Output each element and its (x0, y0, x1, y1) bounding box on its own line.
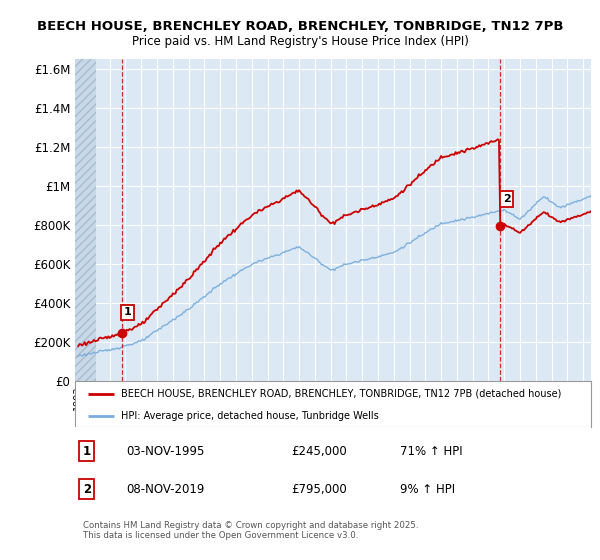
Text: 1: 1 (83, 445, 91, 458)
Text: £245,000: £245,000 (292, 445, 347, 458)
Text: 2: 2 (503, 194, 511, 204)
Text: Contains HM Land Registry data © Crown copyright and database right 2025.
This d: Contains HM Land Registry data © Crown c… (83, 521, 418, 540)
Text: BEECH HOUSE, BRENCHLEY ROAD, BRENCHLEY, TONBRIDGE, TN12 7PB: BEECH HOUSE, BRENCHLEY ROAD, BRENCHLEY, … (37, 20, 563, 32)
Text: 2: 2 (83, 483, 91, 496)
Text: 71% ↑ HPI: 71% ↑ HPI (400, 445, 463, 458)
Text: 9% ↑ HPI: 9% ↑ HPI (400, 483, 455, 496)
Bar (75, 59, 95, 381)
Text: HPI: Average price, detached house, Tunbridge Wells: HPI: Average price, detached house, Tunb… (121, 410, 379, 421)
Text: 03-NOV-1995: 03-NOV-1995 (127, 445, 205, 458)
Text: BEECH HOUSE, BRENCHLEY ROAD, BRENCHLEY, TONBRIDGE, TN12 7PB (detached house): BEECH HOUSE, BRENCHLEY ROAD, BRENCHLEY, … (121, 389, 562, 399)
Text: Price paid vs. HM Land Registry's House Price Index (HPI): Price paid vs. HM Land Registry's House … (131, 35, 469, 48)
Text: 1: 1 (124, 307, 131, 318)
Text: 08-NOV-2019: 08-NOV-2019 (127, 483, 205, 496)
Text: £795,000: £795,000 (292, 483, 347, 496)
